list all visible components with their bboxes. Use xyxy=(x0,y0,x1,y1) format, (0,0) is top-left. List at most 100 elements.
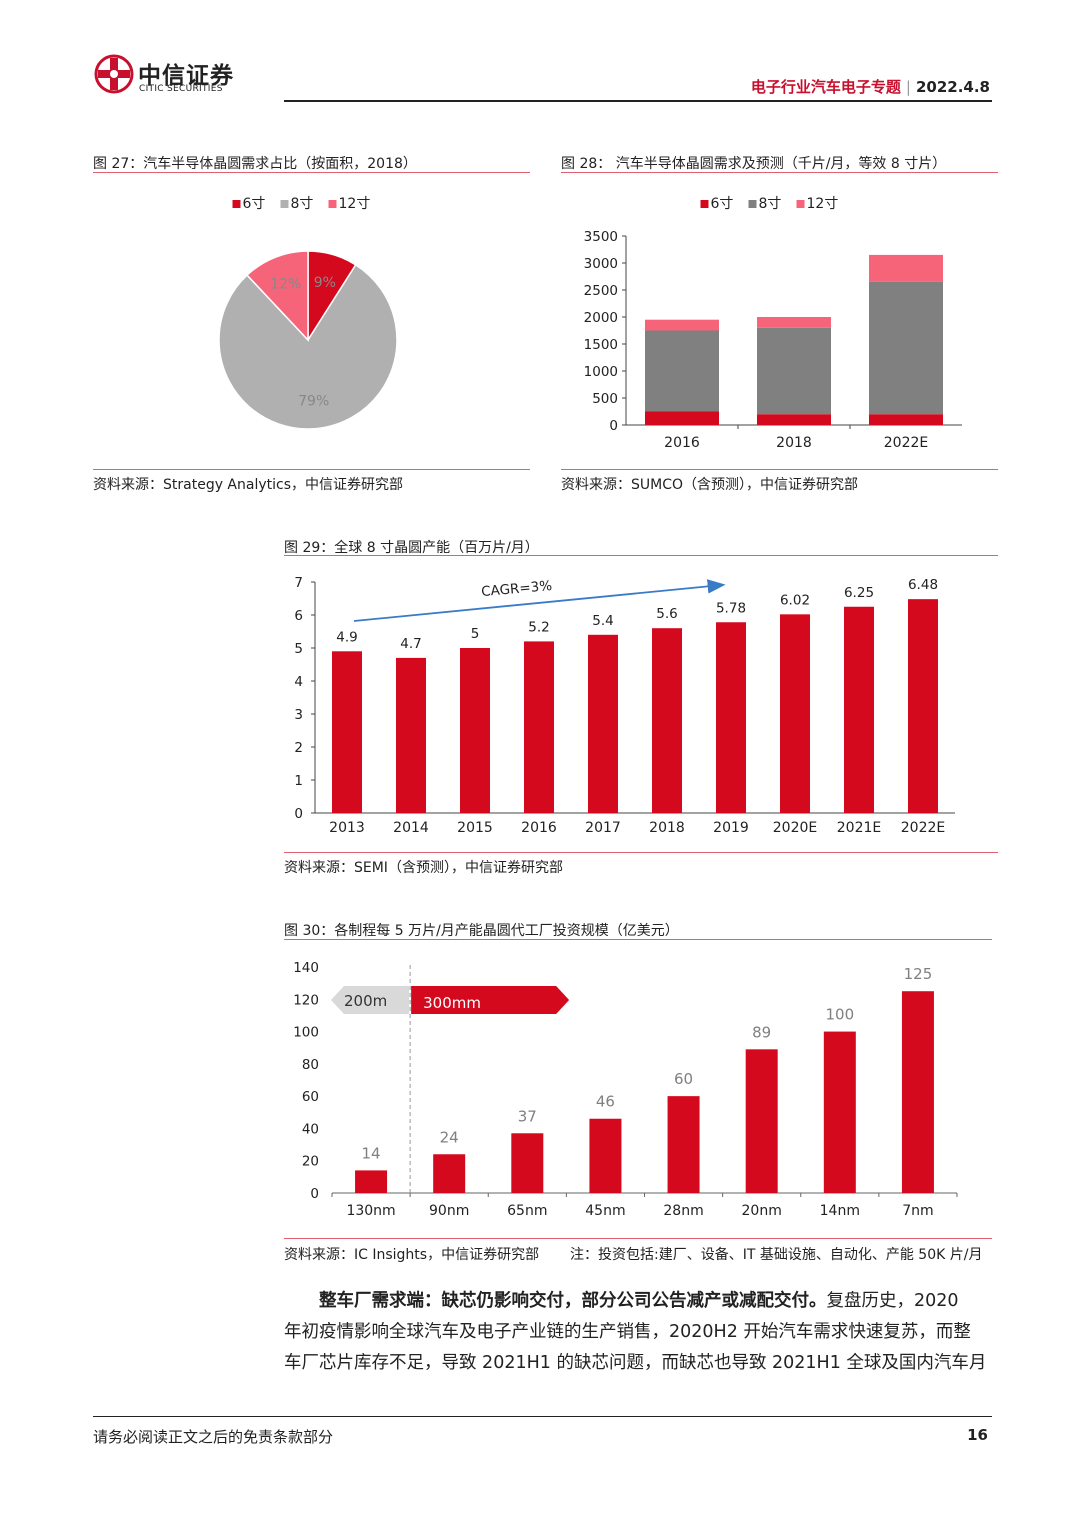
header-rule xyxy=(284,100,992,102)
citic-logo-icon xyxy=(94,54,134,94)
stack-y-tick-label-1: 500 xyxy=(592,391,618,407)
figure-30-top-rule xyxy=(284,939,992,940)
brand-name-en: CITIC SECURITIES xyxy=(139,84,223,94)
stack-bar-0-1 xyxy=(645,330,719,412)
pie-legend-label-0: 6寸 xyxy=(243,196,266,212)
stack-bar-1-2 xyxy=(757,317,831,328)
figure-30-source: 资料来源：IC Insights，中信证券研究部 xyxy=(284,1247,540,1263)
inv-bar-1 xyxy=(433,1154,466,1193)
figure-29-title: 图 29：全球 8 寸晶圆产能（百万片/月） xyxy=(284,540,539,556)
stack-bar-1-0 xyxy=(757,414,831,425)
cap-data-label-9: 6.48 xyxy=(908,577,938,593)
pie-data-label-2: 12% xyxy=(270,277,301,293)
stack-legend-label-0: 6寸 xyxy=(711,196,734,212)
paragraph-line-1: 整车厂需求端：缺芯仍影响交付，部分公司公告减产或减配交付。复盘历史，2020 xyxy=(284,1286,992,1317)
inv-y-tick-label-1: 20 xyxy=(302,1154,319,1170)
inv-bar-5 xyxy=(745,1049,778,1193)
stack-x-label-2: 2022E xyxy=(884,435,928,451)
inv-data-label-6: 100 xyxy=(825,1006,854,1024)
pie-legend-swatch-1 xyxy=(280,200,289,208)
inv-bar-7 xyxy=(901,991,934,1193)
figure-30-chart: 0 20 40 60 80 100 120 140 200m 300mm 14 130nm 24 90nm… xyxy=(293,960,958,1219)
stack-y-tick-label-7: 3500 xyxy=(584,229,618,245)
figure-28-title: 图 28： 汽车半导体晶圆需求及预测（千片/月，等效 8 寸片） xyxy=(561,156,947,172)
inv-x-label-4: 28nm xyxy=(663,1203,703,1219)
header-separator: | xyxy=(905,78,911,96)
inv-y-tick-label-2: 40 xyxy=(302,1121,319,1137)
cap-bar-5 xyxy=(652,628,682,813)
cap-data-label-8: 6.25 xyxy=(844,585,874,601)
inv-x-label-0: 130nm xyxy=(346,1203,395,1219)
paragraph-lead: 整车厂需求端：缺芯仍影响交付，部分公司公告减产或减配交付。 xyxy=(319,1291,827,1311)
cap-data-label-4: 5.4 xyxy=(592,613,613,629)
figure-28-chart: 6寸 8寸 12寸 0 500 1000 1500 2000 2500 3000 3500 2016 2… xyxy=(584,196,962,451)
cap-x-label-2: 2015 xyxy=(457,820,493,836)
cap-x-label-6: 2019 xyxy=(713,820,749,836)
inv-data-label-0: 14 xyxy=(362,1144,381,1162)
inv-x-label-1: 90nm xyxy=(429,1203,469,1219)
stack-bar-0-2 xyxy=(645,319,719,331)
cap-x-label-4: 2017 xyxy=(585,820,621,836)
pie-slice-1 xyxy=(218,263,398,430)
stack-y-tick-label-5: 2500 xyxy=(584,283,618,299)
inv-bar-0 xyxy=(355,1170,388,1193)
pie-data-label-1: 79% xyxy=(298,393,329,409)
cap-bar-7 xyxy=(780,614,810,813)
figure-30-bottom-rule xyxy=(284,1238,992,1239)
stack-legend-label-2: 12寸 xyxy=(807,196,839,212)
cap-data-label-6: 5.78 xyxy=(716,600,746,616)
figure-30-note: 注：投资包括:建厂、设备、IT 基础设施、自动化、产能 50K 片/月 xyxy=(570,1247,983,1263)
figure-28-source: 资料来源：SUMCO（含预测），中信证券研究部 xyxy=(561,477,859,493)
figure-30-title: 图 30：各制程每 5 万片/月产能晶圆代工厂投资规模（亿美元） xyxy=(284,923,679,939)
inv-300mm-arrow xyxy=(411,986,570,1014)
figure-28-bottom-rule xyxy=(561,469,998,470)
pie-legend-swatch-0 xyxy=(232,200,241,208)
inv-bar-4 xyxy=(667,1096,700,1193)
stack-bar-2-0 xyxy=(869,414,943,425)
figure-27-source: 资料来源：Strategy Analytics，中信证券研究部 xyxy=(93,477,404,493)
inv-data-label-3: 46 xyxy=(596,1093,615,1111)
stack-legend-swatch-1 xyxy=(748,200,757,208)
inv-y-tick-label-7: 140 xyxy=(293,960,319,976)
stack-x-label-1: 2018 xyxy=(776,435,812,451)
cap-y-tick-label-2: 2 xyxy=(294,740,303,756)
inv-bar-3 xyxy=(589,1118,622,1193)
report-header: 电子行业汽车电子专题 | 2022.4.8 xyxy=(751,76,990,97)
stack-legend-label-1: 8寸 xyxy=(759,196,782,212)
cap-cagr-label: CAGR=3% xyxy=(481,578,553,600)
inv-300mm-label: 300mm xyxy=(423,994,481,1012)
paragraph-line-3: 车厂芯片库存不足，导致 2021H1 的缺芯问题，而缺芯也导致 2021H1 全… xyxy=(284,1353,987,1373)
cap-data-label-2: 5 xyxy=(471,626,480,642)
inv-data-label-4: 60 xyxy=(674,1070,693,1088)
cap-bar-9 xyxy=(908,599,938,813)
inv-x-label-6: 14nm xyxy=(820,1203,860,1219)
inv-x-label-3: 45nm xyxy=(585,1203,625,1219)
figure-29-bottom-rule xyxy=(284,852,998,853)
figure-29-top-rule xyxy=(284,555,998,556)
cap-x-label-7: 2020E xyxy=(773,820,817,836)
stack-y-tick-label-0: 0 xyxy=(609,418,618,434)
cap-bar-3 xyxy=(524,641,554,813)
inv-y-tick-label-3: 60 xyxy=(302,1089,319,1105)
inv-y-tick-label-0: 0 xyxy=(310,1186,319,1202)
figure-27-chart: 6寸 8寸 12寸 9% 79% 12% xyxy=(218,196,398,430)
cap-data-label-0: 4.9 xyxy=(336,629,357,645)
cap-y-tick-label-6: 6 xyxy=(294,608,303,624)
pie-legend-label-1: 8寸 xyxy=(291,196,314,212)
inv-data-label-7: 125 xyxy=(904,965,933,983)
stack-legend-swatch-2 xyxy=(796,200,805,208)
cap-x-label-1: 2014 xyxy=(393,820,429,836)
pie-slice-2 xyxy=(246,250,309,342)
cap-data-label-5: 5.6 xyxy=(656,606,677,622)
cap-bar-6 xyxy=(716,622,746,813)
cap-y-tick-label-4: 4 xyxy=(294,674,303,690)
inv-data-label-2: 37 xyxy=(518,1107,537,1125)
cap-bar-8 xyxy=(844,606,874,813)
figure-27-top-rule xyxy=(93,172,530,173)
pie-legend-swatch-2 xyxy=(328,200,337,208)
stack-bar-2-2 xyxy=(869,254,943,282)
inv-x-label-2: 65nm xyxy=(507,1203,547,1219)
cap-y-tick-label-1: 1 xyxy=(294,773,303,789)
stack-y-tick-label-6: 3000 xyxy=(584,256,618,272)
page-number: 16 xyxy=(967,1426,988,1444)
